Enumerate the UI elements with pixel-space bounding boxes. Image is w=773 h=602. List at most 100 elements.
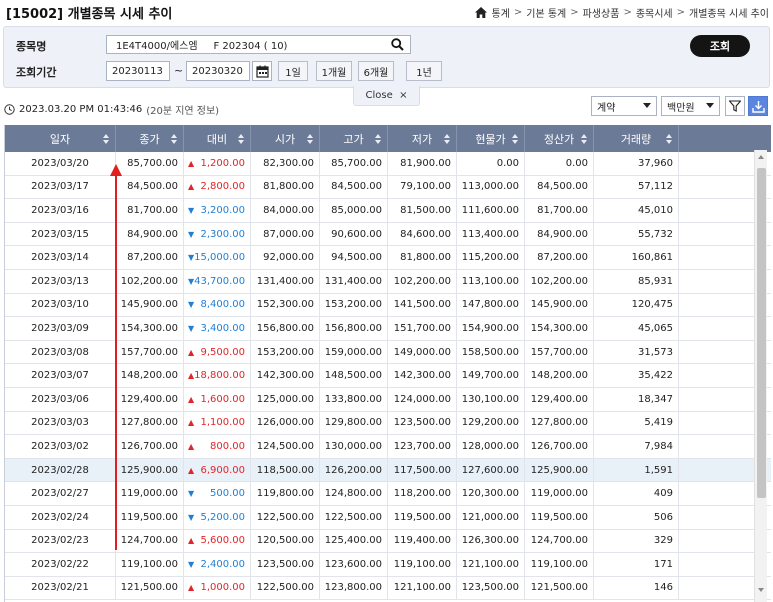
end-date-input[interactable]: 20230320 [186, 61, 250, 81]
scrollbar-thumb[interactable] [757, 168, 766, 498]
col-low-cell: 117,500.00 [388, 458, 457, 482]
col-date-cell: 2023/02/22 [5, 553, 116, 576]
table-row[interactable]: 2023/02/21 121,500.00 ▲ 1,000.00 122,500.00 1… [5, 576, 771, 601]
col-low-cell: 151,700.00 [388, 317, 457, 340]
sort-icon[interactable] [581, 134, 587, 144]
header-col-spot[interactable]: 현물가 [457, 125, 525, 152]
table-row[interactable]: 2023/02/24 119,500.00 ▼ 5,200.00 122,500.00 1… [5, 505, 771, 530]
col-settle-cell: 87,200.00 [525, 246, 594, 269]
contract-type-select[interactable]: 계약 [591, 96, 657, 116]
col-spot-cell: 126,300.00 [457, 529, 525, 553]
breadcrumb-item[interactable]: 파생상품 [582, 8, 620, 20]
breadcrumb-item[interactable]: 종목시세 [635, 8, 673, 20]
triangle-up-icon: ▲ [188, 583, 195, 593]
col-high-cell: 123,800.00 [320, 576, 388, 600]
row-filler [679, 482, 719, 505]
col-settle-cell: 121,500.00 [525, 576, 594, 600]
period-6month-button[interactable]: 6개월 [358, 61, 394, 81]
breadcrumb-item[interactable]: 기본 통계 [526, 8, 567, 20]
query-button[interactable]: 조회 [690, 35, 750, 57]
calendar-button[interactable] [252, 61, 272, 81]
col-settle-cell: 148,200.00 [525, 364, 594, 387]
period-1day-button[interactable]: 1일 [278, 61, 308, 81]
change-value: 6,900.00 [200, 464, 245, 476]
sort-icon[interactable] [375, 134, 381, 144]
table-row[interactable]: 2023/03/02 126,700.00 ▲ 800.00 124,500.00 130… [5, 435, 771, 459]
col-date-cell: 2023/03/14 [5, 246, 116, 269]
col-change-cell: ▲ 800.00 [184, 435, 251, 458]
scroll-down-icon[interactable] [758, 588, 764, 592]
row-filler [679, 270, 719, 293]
col-volume-cell: 5,419 [594, 411, 679, 435]
header-label: 시가 [274, 132, 296, 146]
sort-icon[interactable] [444, 134, 450, 144]
header-col-low[interactable]: 저가 [388, 125, 457, 152]
period-1month-button[interactable]: 1개월 [316, 61, 352, 81]
filter-icon [729, 100, 741, 112]
header-col-date[interactable]: 일자 [5, 125, 116, 152]
table-row[interactable]: 2023/03/14 87,200.00 ▼ 15,000.00 92,000.00 94… [5, 246, 771, 270]
period-1year-button[interactable]: 1년 [406, 61, 442, 81]
table-row[interactable]: 2023/03/13 102,200.00 ▼ 43,700.00 131,400.00… [5, 269, 771, 294]
stock-name-input[interactable]: 1E4T4000/에스엠 F 202304 ( 10) [106, 35, 411, 54]
table-row[interactable]: 2023/03/09 154,300.00 ▼ 3,400.00 156,800.00 1… [5, 317, 771, 341]
triangle-down-icon: ▼ [188, 489, 195, 499]
header-col-change[interactable]: 대비 [184, 125, 251, 152]
home-icon[interactable] [475, 6, 488, 18]
col-high-cell: 125,400.00 [320, 529, 388, 553]
col-high-cell: 90,600.00 [320, 222, 388, 246]
breadcrumb-separator: > [570, 6, 579, 18]
table-row[interactable]: 2023/03/07 148,200.00 ▲ 18,800.00 142,300.00… [5, 364, 771, 388]
table-row[interactable]: 2023/02/28 125,900.00 ▲ 6,900.00 118,500.00 1… [5, 458, 771, 483]
col-settle-cell: 84,900.00 [525, 222, 594, 246]
unit-select[interactable]: 백만원 [661, 96, 720, 116]
search-icon[interactable] [391, 38, 404, 51]
table-row[interactable]: 2023/03/08 157,700.00 ▲ 9,500.00 153,200.00 1… [5, 340, 771, 365]
table-row[interactable]: 2023/03/06 129,400.00 ▲ 1,600.00 125,000.00 1… [5, 387, 771, 412]
filter-button[interactable] [725, 96, 745, 116]
col-open-cell: 123,500.00 [251, 553, 320, 576]
table-row[interactable]: 2023/02/22 119,100.00 ▼ 2,400.00 123,500.00 1… [5, 553, 771, 577]
header-col-close[interactable]: 종가 [116, 125, 184, 152]
header-col-volume[interactable]: 거래량 [594, 125, 679, 152]
col-spot-cell: 128,000.00 [457, 435, 525, 458]
chevron-down-icon [643, 103, 651, 108]
red-arrow-annotation [110, 164, 122, 550]
sort-icon[interactable] [666, 134, 672, 144]
sort-icon[interactable] [171, 134, 177, 144]
col-settle-cell: 119,100.00 [525, 553, 594, 576]
start-date-input[interactable]: 20230113 [106, 61, 170, 81]
vertical-scrollbar[interactable] [754, 150, 767, 602]
sort-icon[interactable] [103, 134, 109, 144]
col-open-cell: 92,000.00 [251, 246, 320, 269]
table-row[interactable]: 2023/03/20 85,700.00 ▲ 1,200.00 82,300.00 85,… [5, 152, 771, 176]
col-open-cell: 81,800.00 [251, 175, 320, 199]
col-volume-cell: 45,010 [594, 199, 679, 222]
table-row[interactable]: 2023/03/15 84,900.00 ▼ 2,300.00 87,000.00 90,… [5, 222, 771, 247]
date-range-separator: ~ [174, 64, 184, 77]
col-close-cell: 127,800.00 [116, 411, 184, 435]
header-col-high[interactable]: 고가 [320, 125, 388, 152]
sort-icon[interactable] [238, 134, 244, 144]
sort-icon[interactable] [307, 134, 313, 144]
header-label: 종가 [139, 132, 160, 146]
table-row[interactable]: 2023/02/27 119,000.00 ▼ 500.00 119,800.00 124… [5, 482, 771, 506]
table-row[interactable]: 2023/02/23 124,700.00 ▲ 5,600.00 120,500.00 1… [5, 529, 771, 554]
header-col-open[interactable]: 시가 [251, 125, 320, 152]
triangle-down-icon: ▼ [188, 300, 195, 310]
triangle-up-icon: ▲ [188, 536, 195, 546]
download-button[interactable] [748, 96, 768, 116]
col-low-cell: 84,600.00 [388, 222, 457, 246]
table-row[interactable]: 2023/03/10 145,900.00 ▼ 8,400.00 152,300.00 1… [5, 293, 771, 318]
scroll-up-icon[interactable] [758, 155, 764, 159]
table-row[interactable]: 2023/03/16 81,700.00 ▼ 3,200.00 84,000.00 85,… [5, 199, 771, 223]
col-date-cell: 2023/03/03 [5, 411, 116, 435]
header-col-settle[interactable]: 정산가 [525, 125, 594, 152]
col-change-cell: ▲ 9,500.00 [184, 340, 251, 364]
breadcrumb-item[interactable]: 통계 [491, 8, 510, 20]
table-row[interactable]: 2023/03/17 84,500.00 ▲ 2,800.00 81,800.00 84,… [5, 175, 771, 200]
close-panel-button[interactable]: Close × [353, 86, 420, 106]
sort-icon[interactable] [512, 134, 518, 144]
timestamp-text: 2023.03.20 PM 01:43:46 [19, 104, 143, 115]
change-value: 1,600.00 [200, 393, 245, 405]
